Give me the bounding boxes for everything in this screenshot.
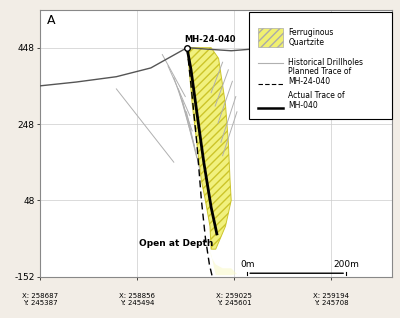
Text: 0m: 0m	[240, 259, 254, 269]
Text: MH-24-040: MH-24-040	[185, 35, 236, 44]
Text: B: B	[250, 14, 258, 26]
Text: X: 258687
Y: 245387: X: 258687 Y: 245387	[22, 293, 58, 306]
Text: 200m: 200m	[333, 259, 359, 269]
Polygon shape	[210, 249, 237, 275]
Polygon shape	[187, 48, 231, 249]
FancyBboxPatch shape	[250, 12, 392, 119]
Text: Actual Trace of
MH-040: Actual Trace of MH-040	[288, 91, 345, 110]
Text: Planned Trace of
MH-24-040: Planned Trace of MH-24-040	[288, 66, 352, 86]
Text: Historical Drillholes: Historical Drillholes	[288, 59, 363, 67]
Text: X: 259194
Y: 245708: X: 259194 Y: 245708	[313, 293, 349, 306]
FancyBboxPatch shape	[258, 28, 283, 47]
Text: Open at Depth: Open at Depth	[139, 239, 214, 248]
Text: X: 258856
Y: 245494: X: 258856 Y: 245494	[119, 293, 155, 306]
Text: X: 259025
Y: 245601: X: 259025 Y: 245601	[216, 293, 252, 306]
Text: A: A	[47, 14, 56, 26]
Text: Ferruginous
Quartzite: Ferruginous Quartzite	[288, 28, 334, 47]
